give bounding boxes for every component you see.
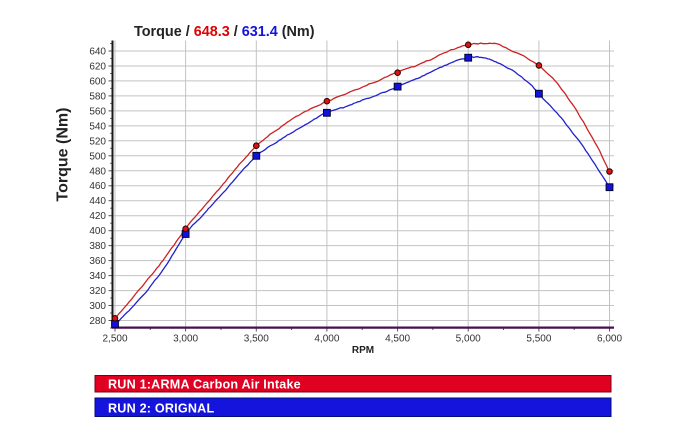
- svg-text:RUN 2: ORIGNAL: RUN 2: ORIGNAL: [108, 402, 214, 416]
- svg-text:520: 520: [89, 136, 106, 147]
- svg-text:320: 320: [89, 286, 106, 297]
- svg-text:280: 280: [89, 316, 106, 327]
- svg-text:3,000: 3,000: [173, 334, 198, 345]
- svg-text:640: 640: [89, 47, 106, 58]
- svg-text:540: 540: [89, 121, 106, 132]
- svg-text:4,500: 4,500: [385, 334, 410, 345]
- svg-text:360: 360: [89, 256, 106, 267]
- svg-text:480: 480: [89, 166, 106, 177]
- svg-text:460: 460: [89, 181, 106, 192]
- svg-text:3,500: 3,500: [244, 334, 269, 345]
- svg-text:420: 420: [89, 211, 106, 222]
- svg-text:Torque (Nm): Torque (Nm): [55, 108, 72, 202]
- svg-text:2,500: 2,500: [102, 334, 127, 345]
- svg-text:380: 380: [89, 241, 106, 252]
- svg-text:5,000: 5,000: [456, 334, 481, 345]
- svg-text:300: 300: [89, 301, 106, 312]
- svg-text:340: 340: [89, 271, 106, 282]
- svg-text:620: 620: [89, 62, 106, 73]
- svg-text:6,000: 6,000: [597, 334, 622, 345]
- svg-text:400: 400: [89, 226, 106, 237]
- svg-text:500: 500: [89, 151, 106, 162]
- svg-text:560: 560: [89, 106, 106, 117]
- svg-text:580: 580: [89, 91, 106, 102]
- svg-text:5,500: 5,500: [526, 334, 551, 345]
- svg-text:4,000: 4,000: [314, 334, 339, 345]
- svg-text:RUN 1:ARMA Carbon Air Intake: RUN 1:ARMA Carbon Air Intake: [108, 377, 301, 391]
- svg-text:600: 600: [89, 76, 106, 87]
- svg-text:RPM: RPM: [352, 345, 374, 356]
- svg-text:Torque / 648.3 / 631.4 (Nm): Torque / 648.3 / 631.4 (Nm): [134, 24, 315, 40]
- svg-text:440: 440: [89, 196, 106, 207]
